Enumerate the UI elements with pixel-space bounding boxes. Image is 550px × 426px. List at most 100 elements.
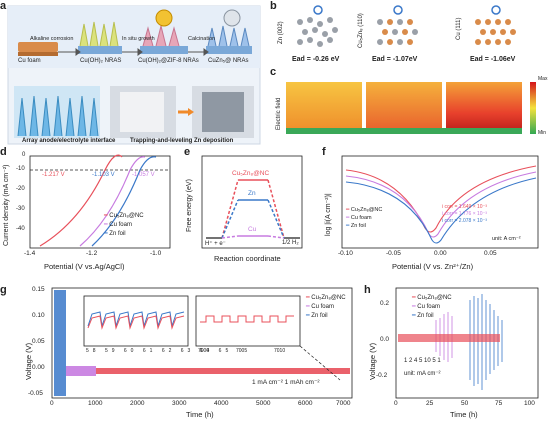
d-annot-zn: -1.103 V [92,172,115,178]
f-legend-zn: Zn foil [350,223,366,229]
zif-nras-image [140,9,188,54]
cuzn-nras-image [206,9,252,54]
inset-g-1 [83,295,189,347]
panel-label-b: b [270,0,277,12]
trace-g-znfoil [54,290,66,396]
facet-cuzn-110 [377,5,418,45]
d-xtick-2: -1.2 [86,250,98,257]
d-ytick-5: -40 [16,226,25,232]
f-legend-cuzn: Cu₅Zn₈@NC [350,207,383,213]
g-inset2-tick-2: 7005 [236,348,248,354]
g-ytick-1: 0.10 [32,312,45,319]
panel-label-h: h [364,284,371,296]
h-xtick-0: 0 [394,400,398,407]
g-inset1-tick-7: 64 [199,348,214,354]
g-ytick-4: -0.05 [28,390,43,397]
d-xtick-3: -1.0 [150,250,162,257]
e-right-state: 1/2 H₂ [282,240,299,246]
h-legend-zn: Zn foil [417,313,434,319]
scale-min: Min [538,130,547,136]
field-map-cu [446,82,522,134]
f-icorr-zn: i corr = 2.078 × 10⁻³ [442,218,487,224]
plot-e-axes [201,155,303,249]
g-xtick-6: 6000 [298,400,313,407]
cu-oh-nras-image [78,21,122,54]
plot-h-axes [395,287,539,399]
scale-max: Max [538,76,548,82]
f-xtick-3: 0.00 [434,250,447,257]
trace-g-cuzn [96,368,350,374]
facet-label-cuzn: Cu₅Zn₈ (110) [358,13,364,48]
f-xtick-1: -0.10 [338,250,353,257]
facet-label-zn: Zn (002) [278,21,284,44]
g-xtick-4: 4000 [214,400,229,407]
inset-g-2 [195,295,301,347]
ead-cu: Ead = -1.06eV [470,56,516,63]
g-ytick-2: 0.05 [32,338,45,345]
trace-g-cufoam [66,366,96,376]
g-inset1-tick-3: 60 [123,348,138,354]
field-map-zn [286,82,362,134]
h-xtick-4: 100 [524,400,535,407]
panel-label-e: e [184,146,191,158]
e-xlabel: Reaction coordinate [214,254,281,263]
g-inset1-tick-2: 59 [104,348,119,354]
h-legend: ━ Cu₅Zn₈@NC ━ Cu foam ━ Zn foil [412,295,452,319]
panel-label-d: d [0,146,7,158]
f-legend: ━ Cu₅Zn₈@NC ━ Cu foam ━ Zn foil [346,207,383,229]
g-inset1-tick-8: 65 [218,348,233,354]
h-unit: unit: mA cm⁻² [404,371,441,377]
e-level-cuzn: Cu₅Zn₈@NC [232,170,270,177]
g-xtick-2: 2000 [130,400,145,407]
plot-f-axes [341,155,539,249]
panel-label-a: a [0,0,7,12]
caption-deposition: Trapping-and-leveling Zn deposition [130,138,234,144]
e-level-cu: Cu [248,226,257,233]
g-inset1-tick-4: 61 [142,348,157,354]
g-xlabel: Time (h) [186,410,214,419]
d-ytick-2: -10 [16,166,25,172]
g-legend-zn: Zn foil [311,313,328,319]
g-xtick-5: 5000 [256,400,271,407]
d-ytick-3: -20 [16,186,25,192]
caption-interface: Array anode/electrolyte interface [22,138,116,144]
curve-d-znfoil [91,156,157,247]
g-xtick-1: 1000 [88,400,103,407]
curve-f-cuzn [345,165,537,233]
h-xtick-3: 75 [495,400,503,407]
h-xtick-1: 25 [426,400,434,407]
f-xlabel: Potential (V vs. Zn²⁺/Zn) [392,262,474,271]
f-icorr-cufoam: i corr = 1.776 × 10⁻³ [442,211,487,217]
h-ytick-2: -0.2 [376,372,388,379]
d-legend-zn: Zn foil [109,231,126,237]
step-calcination: Calcination [188,36,216,42]
f-icorr-cuzn: i corr = 1.649 × 10⁻³ [442,204,487,210]
stage-cu-oh: Cu(OH)₂ NRAS [80,58,122,64]
d-annot-cu: -1.057 V [132,172,155,178]
facet-label-cu: Cu (111) [456,17,462,40]
stage-zif: Cu(OH)₂@ZIF-8 NRAs [138,58,199,64]
d-ytick-1: 0 [22,152,26,158]
g-inset2-tick-3: 7010 [274,348,286,354]
panel-label-g: g [0,284,7,296]
g-ylabel: Voltage (V) [24,342,33,380]
g-condition: 1 mA cm⁻² 1 mAh cm⁻² [252,379,320,386]
e-level-zn: Zn [248,190,256,197]
f-xtick-4: 0.05 [484,250,497,257]
h-legend-cuzn: Cu₅Zn₈@NC [417,295,452,301]
h-legend-cufoam: Cu foam [417,304,440,310]
curve-f-cufoam [345,171,537,238]
field-side-label: Electric field [276,97,282,130]
g-inset1-tick-1: 58 [86,348,100,354]
g-ytick-3: 0.00 [32,364,45,371]
interface-illustration [14,86,254,138]
g-xtick-3: 3000 [172,400,187,407]
step-growth: In situ growth [122,36,155,42]
facet-cu-111 [475,5,516,45]
g-legend-cuzn: Cu₅Zn₈@NC [311,295,346,301]
step-alkaline: Alkaline corrosion [30,36,74,42]
h-xtick-2: 50 [461,400,469,407]
d-legend-cufoam: Cu foam [109,222,132,228]
plot-d-axes [29,155,171,249]
d-annot-cuzn: -1.217 V [42,172,65,178]
